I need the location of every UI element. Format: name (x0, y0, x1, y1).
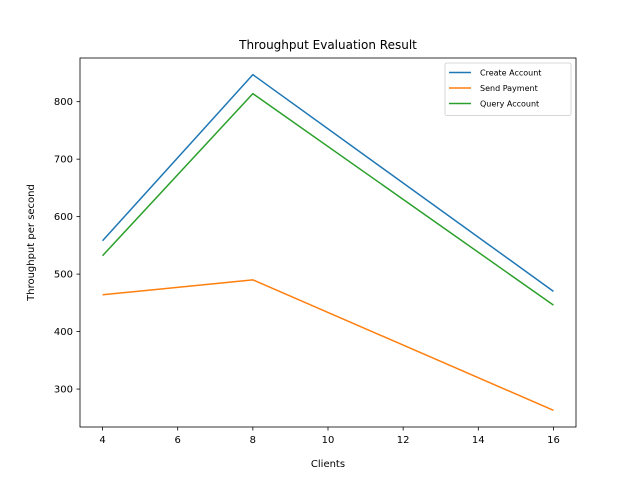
y-tick-label: 500 (54, 270, 73, 281)
x-tick-label: 8 (250, 435, 256, 446)
series-line-send-payment (102, 279, 554, 412)
y-tick-label: 300 (54, 385, 73, 396)
x-tick-label: 6 (175, 435, 181, 446)
x-axis-label: Clients (311, 459, 345, 470)
y-axis-ticks: 300 400 500 600 700 800 (54, 97, 80, 396)
y-tick-label: 800 (54, 97, 73, 108)
x-axis-ticks: 4 6 8 10 12 14 16 (99, 427, 560, 446)
x-tick-label: 16 (547, 435, 560, 446)
chart-title: Throughput Evaluation Result (238, 38, 417, 52)
x-tick-label: 10 (322, 435, 335, 446)
y-tick-label: 400 (54, 327, 73, 338)
y-tick-label: 600 (54, 212, 73, 223)
x-tick-label: 14 (472, 435, 485, 446)
legend: Create Account Send Payment Query Account (444, 62, 572, 116)
x-tick-label: 12 (397, 435, 410, 446)
series-line-query-account (102, 92, 554, 306)
series-layer (101, 73, 554, 412)
y-tick-label: 700 (54, 155, 73, 166)
y-axis-label: Throughput per second (26, 184, 37, 302)
legend-box (444, 62, 572, 116)
series-line-create-account (101, 73, 554, 292)
x-tick-label: 4 (99, 435, 105, 446)
legend-label-create-account: Create Account (480, 69, 541, 78)
legend-label-query-account: Query Account (480, 100, 539, 109)
legend-label-send-payment: Send Payment (480, 84, 538, 93)
